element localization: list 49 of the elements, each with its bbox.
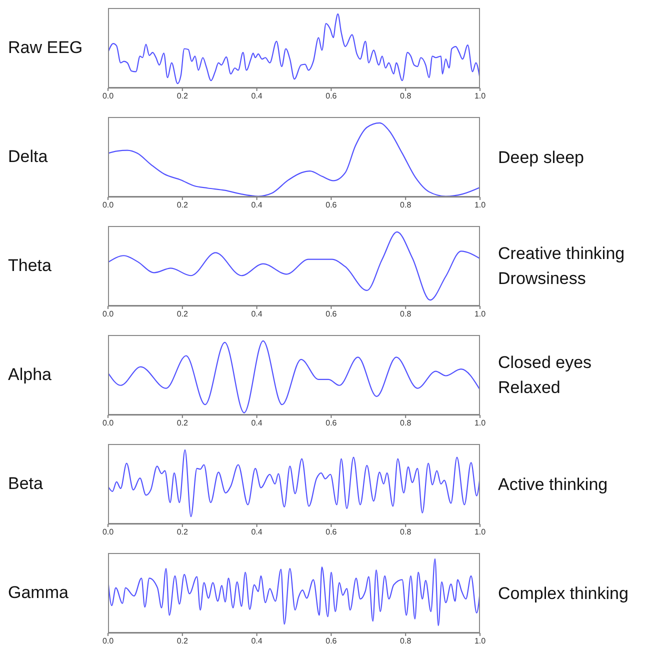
x-tick-label: 0.4 <box>251 636 263 646</box>
y-axis-title: Alpha <box>8 365 52 385</box>
text: Drowsiness <box>498 268 587 290</box>
x-tick-label: 0.0 <box>102 200 114 210</box>
x-tick-label: 0.6 <box>326 200 338 210</box>
y-axis-title: Delta <box>8 147 48 167</box>
x-tick-label: 0.6 <box>326 418 338 428</box>
x-tick-label: 0.4 <box>251 528 263 537</box>
x-tick-label: 0.4 <box>251 200 263 210</box>
text: Closed eyes <box>498 352 593 374</box>
x-tick-label: 1.0 <box>474 636 486 646</box>
x-tick-label: 0.6 <box>326 636 338 646</box>
y-axis-title: Theta <box>8 256 52 276</box>
y-axis-title: Gamma <box>8 583 68 603</box>
x-tick-label: 0.2 <box>176 528 189 537</box>
x-tick-label: 0.0 <box>102 310 114 319</box>
x-tick-label: 0.0 <box>102 528 114 537</box>
y-axis-title: Beta <box>8 474 43 494</box>
x-tick-label: 0.2 <box>176 92 189 101</box>
text: Creative thinking <box>498 243 626 265</box>
x-tick-label: 0.8 <box>400 310 412 319</box>
x-tick-label: 0.4 <box>251 92 263 101</box>
x-tick-label: 1.0 <box>474 418 486 428</box>
x-tick-label: 0.8 <box>400 200 412 210</box>
x-tick-label: 0.2 <box>176 310 189 319</box>
x-tick-label: 1.0 <box>474 92 486 101</box>
x-tick-label: 0.4 <box>251 310 263 319</box>
text: Complex thinking <box>498 582 630 604</box>
x-tick-label: 0.0 <box>102 418 114 428</box>
x-tick-label: 0.0 <box>102 636 114 646</box>
x-tick-label: 0.2 <box>176 418 189 428</box>
x-tick-label: 0.0 <box>102 92 114 101</box>
x-tick-label: 0.6 <box>326 528 338 537</box>
x-tick-label: 0.8 <box>400 636 412 646</box>
text: Relaxed <box>498 377 562 399</box>
x-tick-label: 0.8 <box>400 92 412 101</box>
x-tick-label: 0.2 <box>176 200 189 210</box>
text: Active thinking <box>498 474 609 496</box>
y-axis-title: Raw EEG <box>8 38 83 58</box>
x-tick-label: 1.0 <box>474 310 486 319</box>
x-tick-label: 0.2 <box>176 636 189 646</box>
x-tick-label: 0.6 <box>326 310 338 319</box>
x-tick-label: 0.8 <box>400 528 412 537</box>
text: Deep sleep <box>498 146 586 168</box>
x-tick-label: 1.0 <box>474 528 486 537</box>
x-tick-label: 0.8 <box>400 418 412 428</box>
x-tick-label: 0.4 <box>251 418 263 428</box>
x-tick-label: 0.6 <box>326 92 338 101</box>
x-tick-label: 1.0 <box>474 200 486 210</box>
